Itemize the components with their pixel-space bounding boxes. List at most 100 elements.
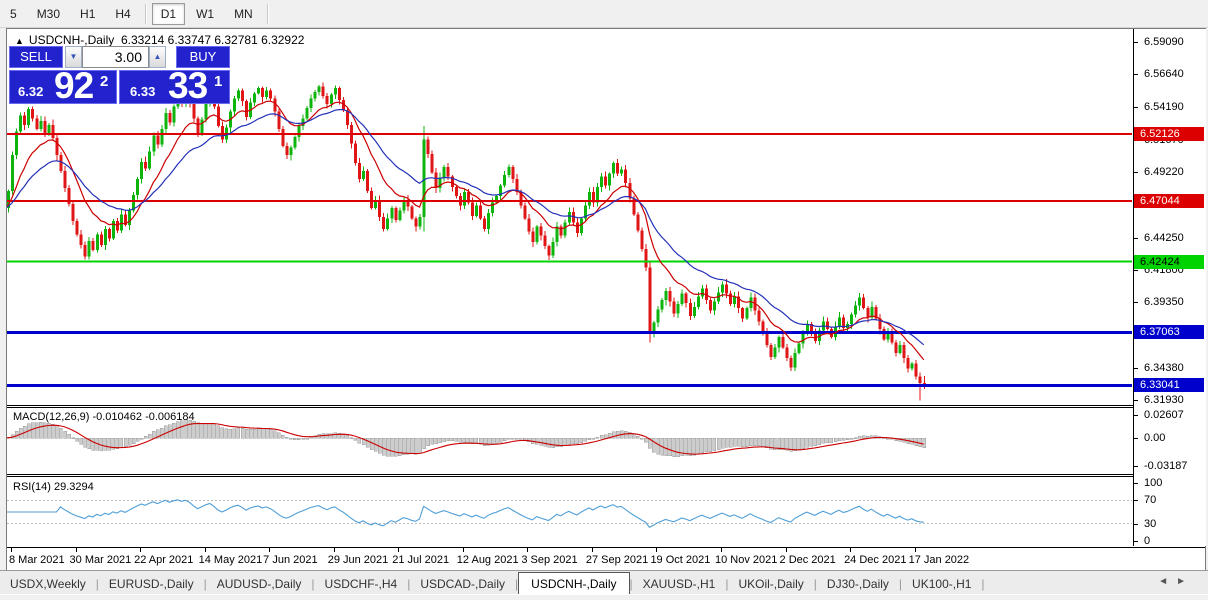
macd-histogram-bar bbox=[575, 437, 580, 444]
macd-histogram-bar bbox=[297, 437, 301, 440]
time-tick-mark bbox=[591, 548, 593, 552]
time-tick-mark bbox=[462, 548, 464, 552]
candle bbox=[499, 184, 503, 201]
macd-histogram-bar bbox=[866, 435, 870, 439]
chart-tab-usdx-weekly[interactable]: USDX,Weekly bbox=[10, 577, 86, 591]
chart-tab-usdcad-daily[interactable]: USDCAD-,Daily bbox=[420, 577, 506, 591]
ma-fast-line bbox=[7, 100, 925, 361]
chart-symbol-label: USDCNH-,Daily bbox=[28, 33, 115, 47]
pane-splitter[interactable] bbox=[7, 407, 1205, 408]
volume-input[interactable]: 3.00 bbox=[82, 46, 149, 68]
candle bbox=[757, 307, 761, 326]
buy-button[interactable]: BUY bbox=[176, 46, 230, 68]
candle bbox=[136, 176, 140, 200]
timeframe-button-m30[interactable]: M30 bbox=[36, 6, 61, 21]
candle bbox=[729, 290, 733, 307]
candle bbox=[317, 85, 321, 96]
macd-histogram-bar bbox=[809, 437, 814, 447]
chart-tab-audusd-daily[interactable]: AUDUSD-,Daily bbox=[216, 577, 302, 591]
candle bbox=[898, 340, 902, 355]
macd-histogram-bar bbox=[498, 437, 503, 443]
candle bbox=[583, 201, 587, 222]
candle bbox=[438, 172, 442, 193]
pane-splitter[interactable] bbox=[7, 476, 1205, 477]
price-axis[interactable]: 6.590906.566406.541906.516706.492206.467… bbox=[1133, 29, 1206, 547]
macd-histogram-bar bbox=[736, 437, 741, 447]
candle bbox=[785, 343, 789, 362]
chart-tab-usdcnh-daily[interactable]: USDCNH-,Daily bbox=[518, 572, 630, 595]
pane-splitter[interactable] bbox=[7, 474, 1205, 475]
candle bbox=[406, 195, 410, 212]
candle bbox=[119, 209, 123, 234]
timeframe-button-h1[interactable]: H1 bbox=[80, 6, 96, 21]
candle bbox=[35, 114, 39, 131]
macd-histogram-bar bbox=[59, 428, 63, 439]
candle bbox=[31, 106, 35, 122]
macd-histogram-bar bbox=[402, 437, 406, 455]
buy-price-box[interactable]: 6.33 33 1 bbox=[119, 65, 230, 106]
volume-increase-button[interactable]: ▲ bbox=[149, 46, 166, 68]
macd-histogram-bar bbox=[196, 422, 200, 439]
candle bbox=[107, 227, 111, 242]
candle bbox=[636, 212, 640, 233]
timeframe-button-h4[interactable]: H4 bbox=[115, 6, 131, 21]
candle bbox=[797, 341, 801, 355]
chart-tab-eurusd-daily[interactable]: EURUSD-,Daily bbox=[108, 577, 194, 591]
pane-splitter[interactable] bbox=[7, 405, 1205, 406]
chart-tab-xauusd-h1[interactable]: XAUUSD-,H1 bbox=[642, 577, 716, 591]
chart-tab-ukoil-daily[interactable]: UKOil-,Daily bbox=[738, 577, 804, 591]
macd-histogram-bar bbox=[365, 437, 370, 448]
macd-histogram-bar bbox=[922, 437, 927, 449]
tab-scroll-right-icon[interactable]: ► bbox=[1176, 576, 1194, 587]
chart-tab-dj30-daily[interactable]: DJ30-,Daily bbox=[826, 577, 889, 591]
macd-histogram-bar bbox=[623, 430, 628, 439]
macd-histogram-bar bbox=[599, 435, 604, 439]
macd-histogram-bar bbox=[18, 427, 23, 439]
timeframe-button-5[interactable]: 5 bbox=[10, 6, 17, 21]
candle bbox=[531, 227, 535, 247]
timeframe-button-d1[interactable]: D1 bbox=[151, 2, 186, 25]
macd-histogram-bar bbox=[595, 436, 600, 439]
sell-button[interactable]: SELL bbox=[9, 46, 63, 68]
volume-decrease-button[interactable]: ▼ bbox=[65, 46, 82, 68]
time-axis[interactable]: 8 Mar 2021 30 Mar 2021 22 Apr 2021 14 May 2… bbox=[7, 547, 1205, 570]
candle bbox=[575, 217, 579, 237]
timeframe-button-w1[interactable]: W1 bbox=[196, 6, 215, 21]
candle bbox=[55, 133, 59, 161]
candle bbox=[236, 88, 240, 102]
candle bbox=[684, 292, 688, 308]
time-tick-label: 7 Jun 2021 bbox=[263, 554, 318, 566]
chart-tab-usdchf-h4[interactable]: USDCHF-,H4 bbox=[324, 577, 398, 591]
macd-histogram-bar bbox=[426, 437, 430, 447]
macd-histogram-bar bbox=[357, 437, 362, 444]
time-tick-label: 8 Mar 2021 bbox=[9, 554, 65, 566]
macd-histogram-bar bbox=[482, 437, 487, 446]
macd-histogram-bar bbox=[753, 437, 757, 446]
candle bbox=[442, 164, 446, 182]
candle bbox=[652, 320, 656, 338]
chart-ohlc-values: 6.33214 6.33747 6.32781 6.32922 bbox=[120, 33, 305, 47]
candle bbox=[660, 298, 664, 313]
time-tick-label: 17 Jan 2022 bbox=[908, 554, 970, 566]
candle bbox=[79, 229, 83, 249]
candle bbox=[604, 171, 608, 189]
rsi-pane[interactable] bbox=[7, 477, 1132, 546]
chart-tab-uk100-h1[interactable]: UK100-,H1 bbox=[912, 577, 972, 591]
macd-histogram-bar bbox=[232, 428, 237, 439]
sell-price-box[interactable]: 6.32 92 2 bbox=[9, 65, 117, 106]
candle bbox=[277, 109, 281, 132]
candle bbox=[579, 216, 583, 236]
macd-histogram-bar bbox=[381, 437, 386, 456]
candle bbox=[128, 208, 132, 230]
macd-histogram-bar bbox=[692, 437, 697, 456]
candle bbox=[265, 86, 269, 100]
macd-histogram-bar bbox=[563, 437, 567, 446]
macd-pane[interactable] bbox=[7, 408, 1132, 474]
timeframe-button-mn[interactable]: MN bbox=[234, 6, 253, 21]
tab-scroll-left-icon[interactable]: ◄ bbox=[1158, 576, 1177, 587]
candle bbox=[366, 169, 370, 193]
candle bbox=[733, 292, 737, 308]
time-tick-mark bbox=[75, 548, 77, 552]
collapse-arrow-icon[interactable]: ▲ bbox=[15, 36, 24, 46]
